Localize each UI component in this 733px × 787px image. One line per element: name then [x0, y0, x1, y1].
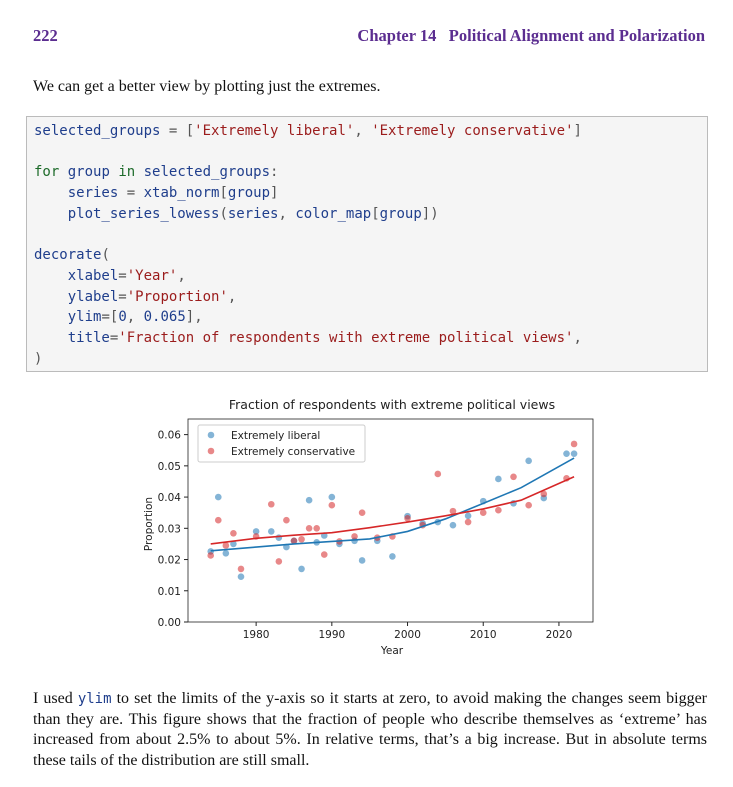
legend-label: Extremely liberal — [231, 430, 320, 442]
code-line: for group in selected_groups: — [34, 164, 279, 181]
data-point — [320, 551, 328, 558]
code-line: series = xtab_norm[group] — [34, 185, 279, 202]
x-tick-label: 2010 — [470, 629, 497, 641]
y-tick-label: 0.06 — [158, 430, 182, 442]
code-line: title='Fraction of respondents with extr… — [34, 330, 582, 346]
legend-box — [197, 424, 366, 463]
code-group: decorate( xlabel='Year', ylabel='Proport… — [34, 245, 707, 369]
code-line: selected_groups = ['Extremely liberal', … — [34, 123, 582, 139]
data-point — [275, 558, 283, 565]
data-point — [510, 473, 517, 481]
data-point — [298, 565, 305, 573]
data-point — [358, 509, 366, 516]
code-line: decorate( — [34, 247, 110, 264]
data-point — [563, 450, 570, 457]
legend-marker — [207, 447, 215, 455]
data-point — [214, 493, 222, 501]
data-point — [351, 533, 358, 540]
x-tick-label: 2020 — [546, 629, 573, 641]
body-paragraph: I used ylim to set the limits of the y-a… — [33, 689, 707, 772]
page-number: 222 — [33, 26, 58, 45]
data-point — [464, 512, 472, 520]
data-point — [230, 530, 237, 537]
data-point — [328, 501, 336, 509]
y-tick-label: 0.04 — [158, 492, 182, 504]
x-tick-label: 1990 — [318, 629, 345, 641]
data-point — [449, 521, 457, 529]
data-point — [525, 457, 532, 465]
data-point — [570, 440, 578, 448]
code-line: xlabel='Year', — [34, 267, 186, 284]
data-point — [267, 528, 275, 535]
data-point — [298, 535, 305, 543]
data-point — [275, 534, 283, 541]
data-point — [313, 525, 320, 532]
x-tick-label: 2000 — [394, 629, 421, 641]
data-point — [237, 573, 245, 581]
text: I used — [33, 690, 78, 707]
chart-title: Fraction of respondents with extreme pol… — [229, 397, 555, 412]
data-point — [570, 450, 578, 457]
y-tick-label: 0.01 — [158, 586, 181, 598]
data-point — [449, 507, 457, 515]
lowess-line — [210, 457, 575, 552]
x-axis-label: Year — [380, 645, 404, 657]
data-point — [237, 565, 245, 573]
code-line: ) — [34, 350, 43, 367]
data-point — [283, 516, 290, 524]
data-point — [495, 506, 502, 514]
data-point — [328, 493, 336, 501]
data-point — [479, 509, 487, 516]
y-tick-label: 0.03 — [158, 523, 181, 535]
legend-marker — [207, 431, 215, 439]
y-tick-label: 0.05 — [158, 461, 181, 473]
data-point — [230, 540, 237, 548]
data-point — [464, 518, 472, 526]
data-point — [358, 557, 366, 564]
data-point — [404, 515, 411, 522]
y-axis-label: Proportion — [143, 497, 155, 551]
data-point — [214, 516, 222, 524]
lowess-line — [210, 476, 575, 545]
inline-code: ylim — [77, 691, 112, 707]
data-point — [305, 525, 313, 532]
data-point — [525, 501, 532, 509]
chapter: Chapter 14 — [357, 26, 437, 45]
running-header: Chapter 14 Political Alignment and Polar… — [357, 26, 705, 46]
data-point — [222, 542, 230, 549]
legend-label: Extremely conservative — [231, 446, 355, 458]
data-point — [540, 490, 548, 498]
data-point — [267, 500, 275, 508]
y-tick-label: 0.02 — [158, 555, 181, 567]
code-group: selected_groups = ['Extremely liberal', … — [34, 121, 707, 142]
code-block: selected_groups = ['Extremely liberal', … — [26, 116, 708, 372]
y-tick-label: 0.00 — [158, 617, 181, 629]
data-point — [207, 552, 215, 559]
code-line: ylim=[0, 0.065], — [34, 309, 203, 326]
code-group: for group in selected_groups: series = x… — [34, 162, 707, 224]
data-point — [305, 496, 313, 504]
chapter-title: Political Alignment and Polarization — [448, 26, 705, 45]
data-point — [222, 549, 230, 557]
data-point — [290, 537, 298, 545]
x-tick-label: 1980 — [243, 629, 270, 641]
text: to set the limits of the y-axis so it st… — [33, 690, 707, 770]
data-point — [252, 528, 260, 535]
data-point — [495, 475, 502, 483]
data-point — [434, 470, 442, 478]
data-point — [389, 553, 396, 560]
chart: Fraction of respondents with extreme pol… — [143, 397, 594, 657]
code-line: ylabel='Proportion', — [34, 288, 237, 305]
intro-text: We can get a better view by plotting jus… — [33, 78, 381, 95]
code-line: plot_series_lowess(series, color_map[gro… — [34, 205, 439, 222]
